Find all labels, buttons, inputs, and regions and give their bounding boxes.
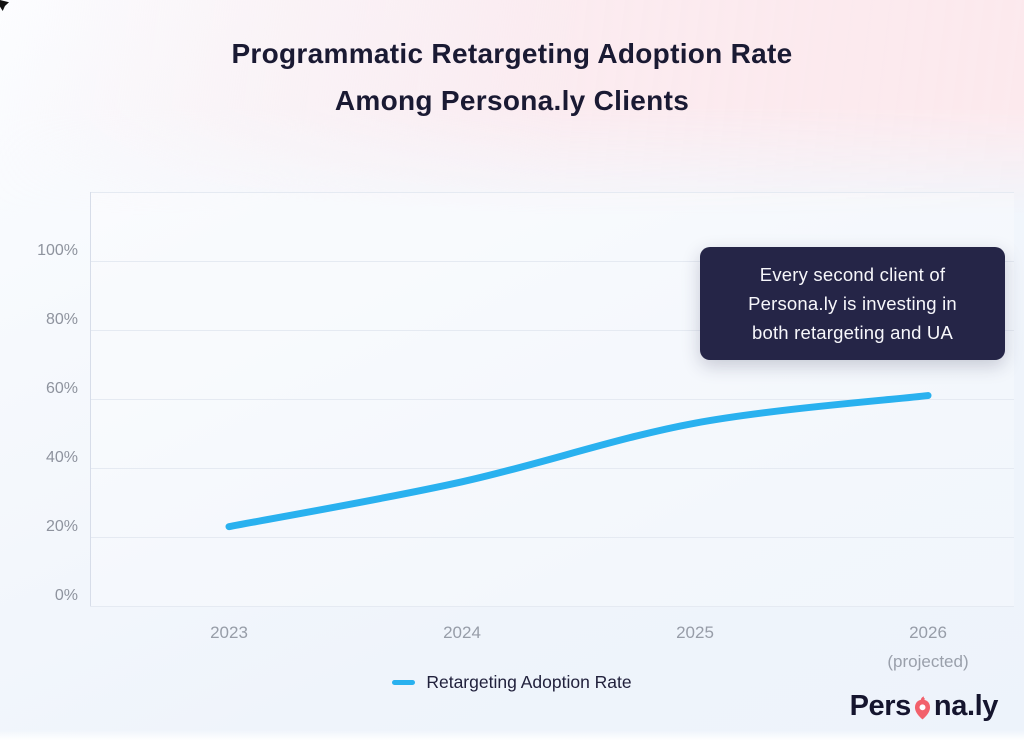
title-line-2: Among Persona.ly Clients bbox=[334, 85, 690, 116]
personaly-logo: Pers na.ly bbox=[849, 689, 999, 723]
y-tick-label: 100% bbox=[37, 242, 78, 259]
y-tick-label: 40% bbox=[45, 449, 78, 466]
y-tick-label: 0% bbox=[54, 587, 78, 604]
header-gradient-band bbox=[0, 0, 1024, 215]
location-pin-icon bbox=[914, 695, 930, 719]
legend-line-swatch bbox=[392, 679, 416, 685]
logo-text-prefix: Pers bbox=[849, 689, 912, 722]
chart-legend: Retargeting Adoption Rate bbox=[0, 669, 1024, 695]
x-tick-label: 2026 (projected) bbox=[858, 622, 998, 673]
gridline bbox=[90, 605, 1014, 607]
gridline bbox=[90, 260, 1014, 262]
callout-line-3: both retargeting and UA bbox=[751, 322, 954, 343]
legend-label: Retargeting Adoption Rate bbox=[426, 671, 632, 692]
cursor-artifact bbox=[0, 0, 9, 11]
y-axis-line bbox=[89, 192, 91, 606]
logo-text-suffix: na.ly bbox=[933, 689, 998, 722]
y-tick-label: 80% bbox=[45, 311, 78, 328]
title-line-1: Programmatic Retargeting Adoption Rate bbox=[231, 38, 793, 69]
x-tick-label: 2024 bbox=[443, 623, 481, 642]
callout-box: Every second client of Persona.ly is inv… bbox=[700, 247, 1005, 360]
gridline bbox=[90, 467, 1014, 469]
bottom-fade bbox=[0, 730, 1024, 740]
y-tick-label: 60% bbox=[45, 380, 78, 397]
gridline bbox=[90, 329, 1014, 331]
gridline bbox=[90, 191, 1014, 193]
x-tick-label: 2025 bbox=[676, 623, 714, 642]
x-tick-label: 2023 bbox=[210, 623, 248, 642]
gridline bbox=[90, 398, 1014, 400]
x-tick-note: (projected) bbox=[887, 652, 969, 671]
y-tick-label: 20% bbox=[45, 518, 78, 535]
page-title: Programmatic Retargeting Adoption Rate A… bbox=[0, 30, 1024, 124]
callout-line-2: Persona.ly is investing in bbox=[748, 293, 957, 314]
callout-line-1: Every second client of bbox=[759, 264, 946, 285]
gridline bbox=[90, 536, 1014, 538]
